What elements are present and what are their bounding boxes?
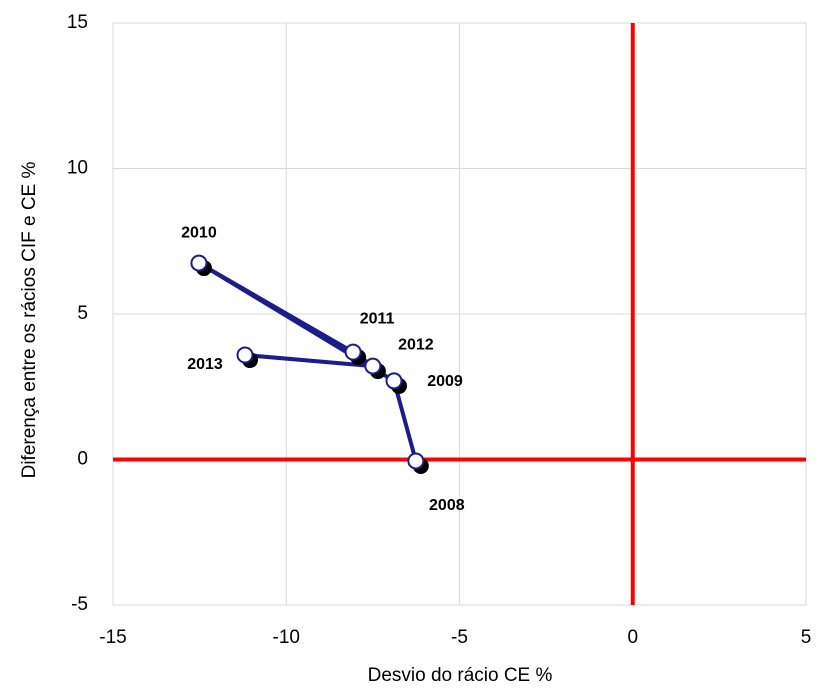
marker — [236, 346, 254, 364]
x-axis-title: Desvio do rácio CE % — [368, 665, 553, 686]
x-tick-label: 5 — [801, 627, 812, 648]
marker — [344, 343, 362, 361]
x-tick-label: -5 — [451, 627, 468, 648]
y-axis-title: Diferença entre os rácios CIF e CE % — [19, 162, 40, 479]
marker — [407, 452, 425, 470]
marker — [385, 372, 403, 390]
x-tick-label: -10 — [273, 627, 300, 648]
y-tick-label: 5 — [77, 303, 88, 324]
point-label: 2009 — [427, 373, 463, 390]
y-tick-label: 10 — [67, 158, 88, 179]
point-label: 2012 — [398, 336, 434, 353]
marker — [364, 357, 382, 375]
y-tick-label: 15 — [67, 12, 88, 33]
x-tick-label: 0 — [627, 627, 638, 648]
connecting-line — [196, 261, 418, 462]
point-label: 2008 — [429, 497, 465, 514]
x-tick-label: -15 — [99, 627, 126, 648]
marker — [190, 254, 208, 272]
point-label: 2010 — [181, 224, 217, 241]
y-tick-label: 0 — [77, 449, 88, 470]
point-label: 2011 — [360, 310, 395, 327]
point-label: 2013 — [187, 356, 223, 373]
y-tick-label: -5 — [71, 594, 88, 615]
